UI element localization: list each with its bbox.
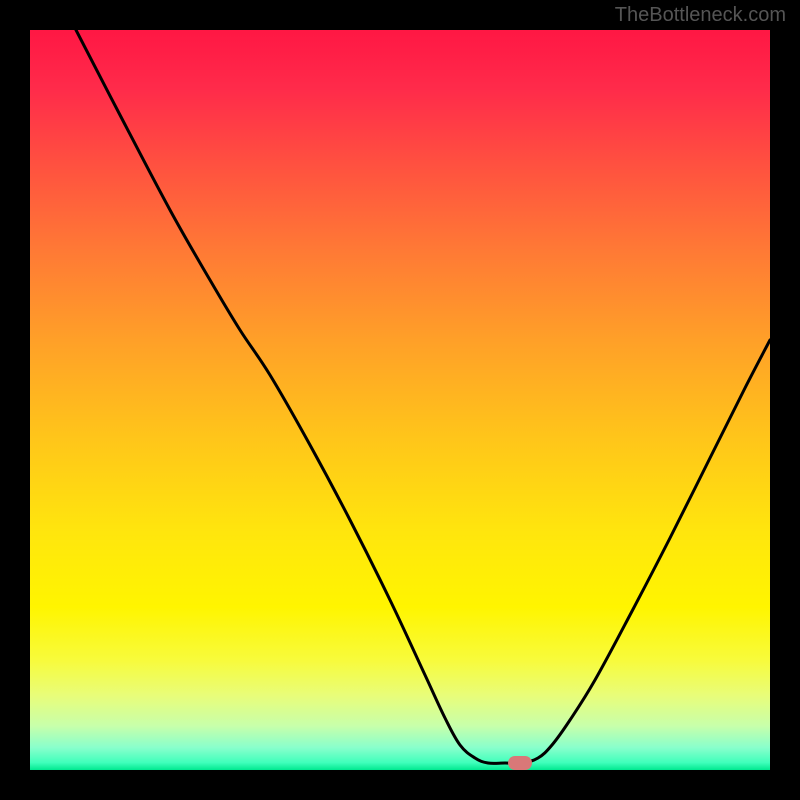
bottleneck-chart — [30, 30, 770, 770]
optimal-point-marker — [508, 756, 532, 770]
watermark-text: TheBottleneck.com — [615, 4, 786, 27]
curve-overlay — [30, 30, 770, 770]
bottleneck-curve — [76, 30, 770, 763]
